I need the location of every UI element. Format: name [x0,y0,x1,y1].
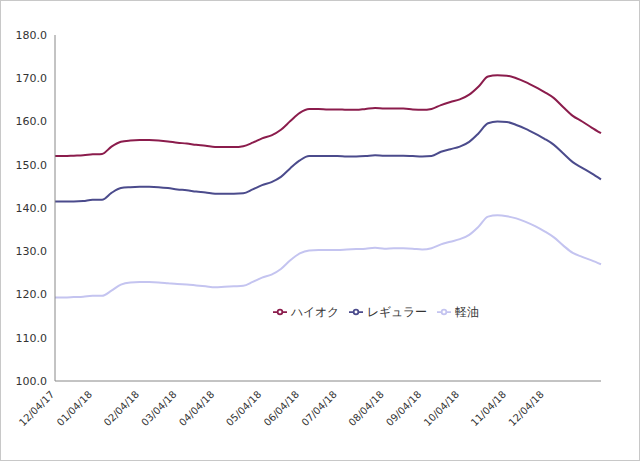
svg-text:02/04/18: 02/04/18 [102,389,142,429]
svg-text:04/04/18: 04/04/18 [177,389,217,429]
svg-text:12/04/18: 12/04/18 [506,389,546,429]
html-text:軽油: 軽油 [455,305,479,319]
svg-text:01/04/18: 01/04/18 [55,389,95,429]
svg-text:09/04/18: 09/04/18 [384,389,424,429]
svg-text:11/04/18: 11/04/18 [469,389,509,429]
svg-text:110.0: 110.0 [16,332,48,345]
svg-text:120.0: 120.0 [16,288,48,301]
svg-text:03/04/18: 03/04/18 [139,389,179,429]
svg-text:180.0: 180.0 [16,29,48,42]
svg-text:12/04/17: 12/04/17 [17,389,57,429]
svg-text:08/04/18: 08/04/18 [346,389,386,429]
svg-text:130.0: 130.0 [16,245,48,258]
svg-text:05/04/18: 05/04/18 [224,389,264,429]
svg-text:160.0: 160.0 [16,115,48,128]
svg-text:07/04/18: 07/04/18 [299,389,339,429]
svg-text:140.0: 140.0 [16,202,48,215]
svg-text:170.0: 170.0 [16,72,48,85]
svg-text:10/04/18: 10/04/18 [422,389,462,429]
svg-text:06/04/18: 06/04/18 [262,389,302,429]
html-text:ハイオク: ハイオク [291,305,339,319]
svg-text:100.0: 100.0 [16,375,48,388]
svg-text:150.0: 150.0 [16,159,48,172]
html-text:レギュラー: レギュラー [367,305,427,319]
